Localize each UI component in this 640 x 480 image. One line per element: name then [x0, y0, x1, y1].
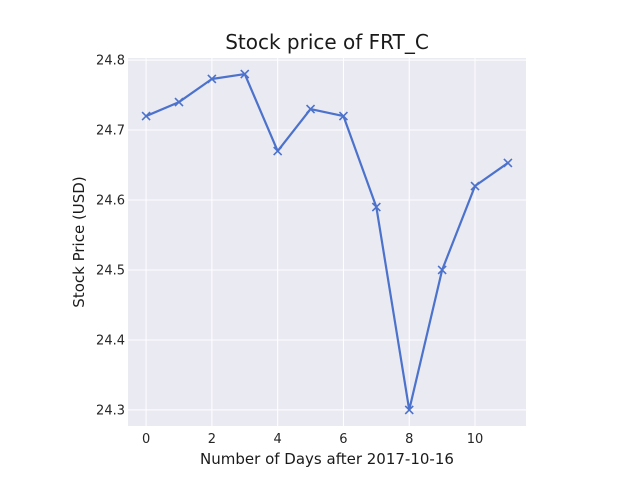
data-point-marker	[240, 69, 250, 79]
y-tick-label: 24.7	[96, 124, 125, 139]
data-point-marker	[371, 202, 381, 212]
y-axis-label: Stock Price (USD)	[70, 176, 88, 307]
data-point-marker	[207, 74, 217, 84]
data-point-marker	[437, 265, 447, 275]
data-point-marker	[338, 111, 349, 121]
data-point-marker	[470, 181, 480, 191]
x-tick-label: 6	[339, 432, 347, 447]
series-line	[144, 72, 510, 412]
data-point-marker	[174, 97, 184, 107]
x-tick-label: 10	[467, 432, 484, 447]
y-tick-label: 24.3	[96, 403, 125, 418]
y-tick-label: 24.6	[96, 194, 125, 209]
y-tick-labels: 24.3 24.4 24.5 24.6 24.7 24.8	[96, 54, 125, 419]
chart-title: Stock price of FRT_C	[225, 30, 429, 54]
data-point-marker	[503, 158, 513, 168]
grid-lines	[128, 58, 526, 426]
x-tick-label: 0	[142, 432, 150, 447]
x-axis-label: Number of Days after 2017-10-16	[200, 450, 454, 468]
series-markers	[141, 69, 513, 415]
data-point-marker	[273, 146, 283, 156]
y-tick-label: 24.8	[96, 54, 125, 69]
y-tick-label: 24.5	[96, 263, 125, 278]
x-tick-label: 4	[274, 432, 282, 447]
data-point-marker	[404, 405, 414, 415]
y-tick-label: 24.4	[96, 333, 125, 348]
data-point-marker	[141, 111, 151, 121]
data-point-marker	[305, 104, 316, 114]
plot-area	[128, 58, 526, 426]
x-tick-labels: 0 2 4 6 8 10	[142, 432, 483, 447]
x-tick-label: 8	[405, 432, 413, 447]
x-tick-label: 2	[208, 432, 216, 447]
